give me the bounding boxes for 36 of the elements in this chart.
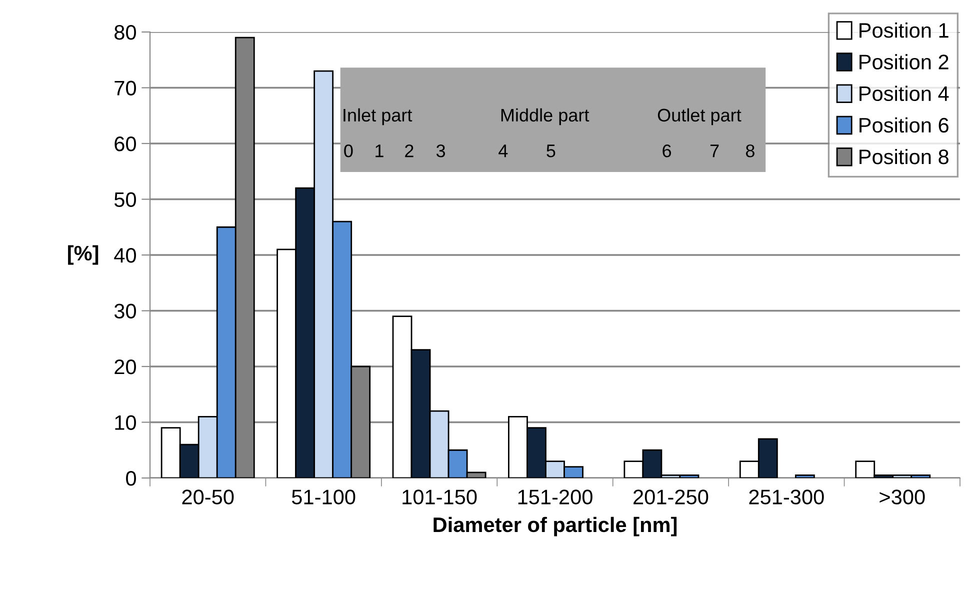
x-tick-label: 20-50: [182, 490, 234, 504]
x-tick-label: 151-200: [518, 490, 592, 504]
annotation: 4: [498, 144, 508, 158]
annotation: 5: [546, 144, 556, 158]
annotation: Inlet part: [344, 108, 412, 126]
y-tick-label: 10: [115, 415, 136, 430]
legend-label: Position 1: [860, 22, 948, 38]
legend-label: Position 2: [860, 54, 948, 70]
annotation: 0: [344, 144, 353, 158]
annotation: Outlet part: [658, 108, 742, 126]
x-tick-label: 251-300: [749, 490, 824, 504]
y-axis-title: [%]: [68, 245, 98, 265]
x-tick-label: >300: [880, 490, 925, 504]
y-tick-label: 30: [114, 304, 136, 319]
y-tick-label: 40: [114, 248, 136, 263]
annotation: 8: [746, 144, 754, 158]
x-tick-label: 101-150: [402, 490, 477, 504]
y-tick-label: 20: [114, 360, 136, 374]
annotation: 1: [376, 144, 384, 158]
annotation: 6: [662, 144, 672, 158]
annotation: Middle part: [501, 108, 590, 126]
annotation: 3: [436, 144, 446, 158]
legend-label: Position 8: [860, 148, 948, 164]
annotation: 2: [405, 144, 414, 158]
x-tick-label: 51-100: [292, 490, 356, 504]
legend-label: Position 6: [860, 117, 948, 133]
bar: [794, 474, 815, 478]
y-tick-label: 80: [114, 25, 136, 40]
annotation: 7: [710, 144, 719, 158]
x-axis-title: Diameter of particle [nm]: [434, 516, 677, 536]
y-tick-label: 0: [126, 471, 136, 486]
x-tick-label: 201-250: [634, 490, 708, 504]
y-tick-label: 60: [114, 136, 136, 152]
y-tick-label: 50: [114, 192, 136, 208]
legend-label: Position 4: [860, 86, 949, 102]
y-tick-label: 70: [114, 80, 136, 96]
